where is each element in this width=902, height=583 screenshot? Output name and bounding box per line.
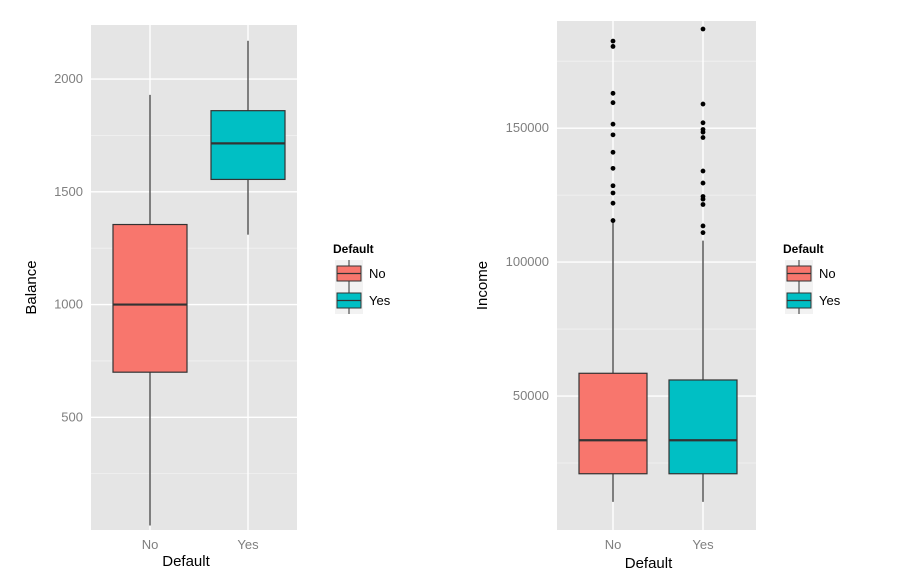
outlier-point	[700, 127, 706, 132]
y-tick-label: 500	[61, 409, 83, 424]
outlier-point	[610, 218, 616, 223]
y-axis-title: Income	[474, 261, 491, 310]
outlier-point	[700, 101, 706, 107]
legend-label-yes: Yes	[369, 293, 391, 308]
outlier-point	[700, 202, 706, 207]
y-tick-label: 2000	[54, 71, 83, 86]
outlier-point	[610, 90, 616, 96]
box-no	[112, 223, 188, 373]
y-tick-label: 1000	[54, 297, 83, 312]
outlier-point	[700, 26, 706, 32]
x-axis-title: Default	[162, 553, 210, 570]
outlier-point	[610, 183, 616, 189]
outlier-point	[700, 135, 706, 140]
outlier-point	[700, 120, 706, 126]
outlier-point	[610, 200, 616, 206]
outlier-point	[610, 100, 616, 106]
outlier-point	[700, 168, 706, 174]
outlier-point	[610, 165, 616, 171]
outlier-point	[610, 38, 616, 44]
legend-label-yes: Yes	[819, 293, 841, 308]
y-tick-label: 50000	[513, 388, 549, 403]
legend: Default No Yes	[783, 242, 841, 314]
legend-title: Default	[783, 242, 824, 256]
panel-balance: 500 1000 1500 2000 No Yes Default Balance Defaul…	[23, 25, 391, 570]
legend-label-no: No	[369, 266, 386, 281]
legend: Default No Yes	[333, 242, 391, 314]
outlier-point	[700, 194, 706, 199]
outlier-point	[700, 223, 706, 229]
outlier-point	[610, 190, 616, 196]
outlier-point	[700, 230, 706, 236]
y-axis-title: Balance	[23, 260, 40, 314]
outlier-point	[610, 149, 616, 155]
box-yes	[668, 379, 738, 475]
x-axis-title: Default	[625, 555, 673, 572]
y-tick-label: 150000	[506, 120, 549, 135]
outlier-point	[610, 121, 616, 127]
y-tick-label: 100000	[506, 254, 549, 269]
legend-title: Default	[333, 242, 374, 256]
panel-income: 50000 100000 150000 No Yes Default Income Defau…	[474, 21, 841, 572]
legend-label-no: No	[819, 266, 836, 281]
box-no	[578, 372, 648, 475]
x-tick-label: No	[142, 537, 159, 552]
x-tick-label: Yes	[692, 537, 714, 552]
y-tick-label: 1500	[54, 184, 83, 199]
outlier-point	[610, 44, 616, 49]
x-tick-label: Yes	[237, 537, 259, 552]
outlier-point	[610, 132, 616, 138]
outlier-point	[700, 180, 706, 186]
box-yes	[210, 110, 286, 181]
x-tick-label: No	[605, 537, 622, 552]
